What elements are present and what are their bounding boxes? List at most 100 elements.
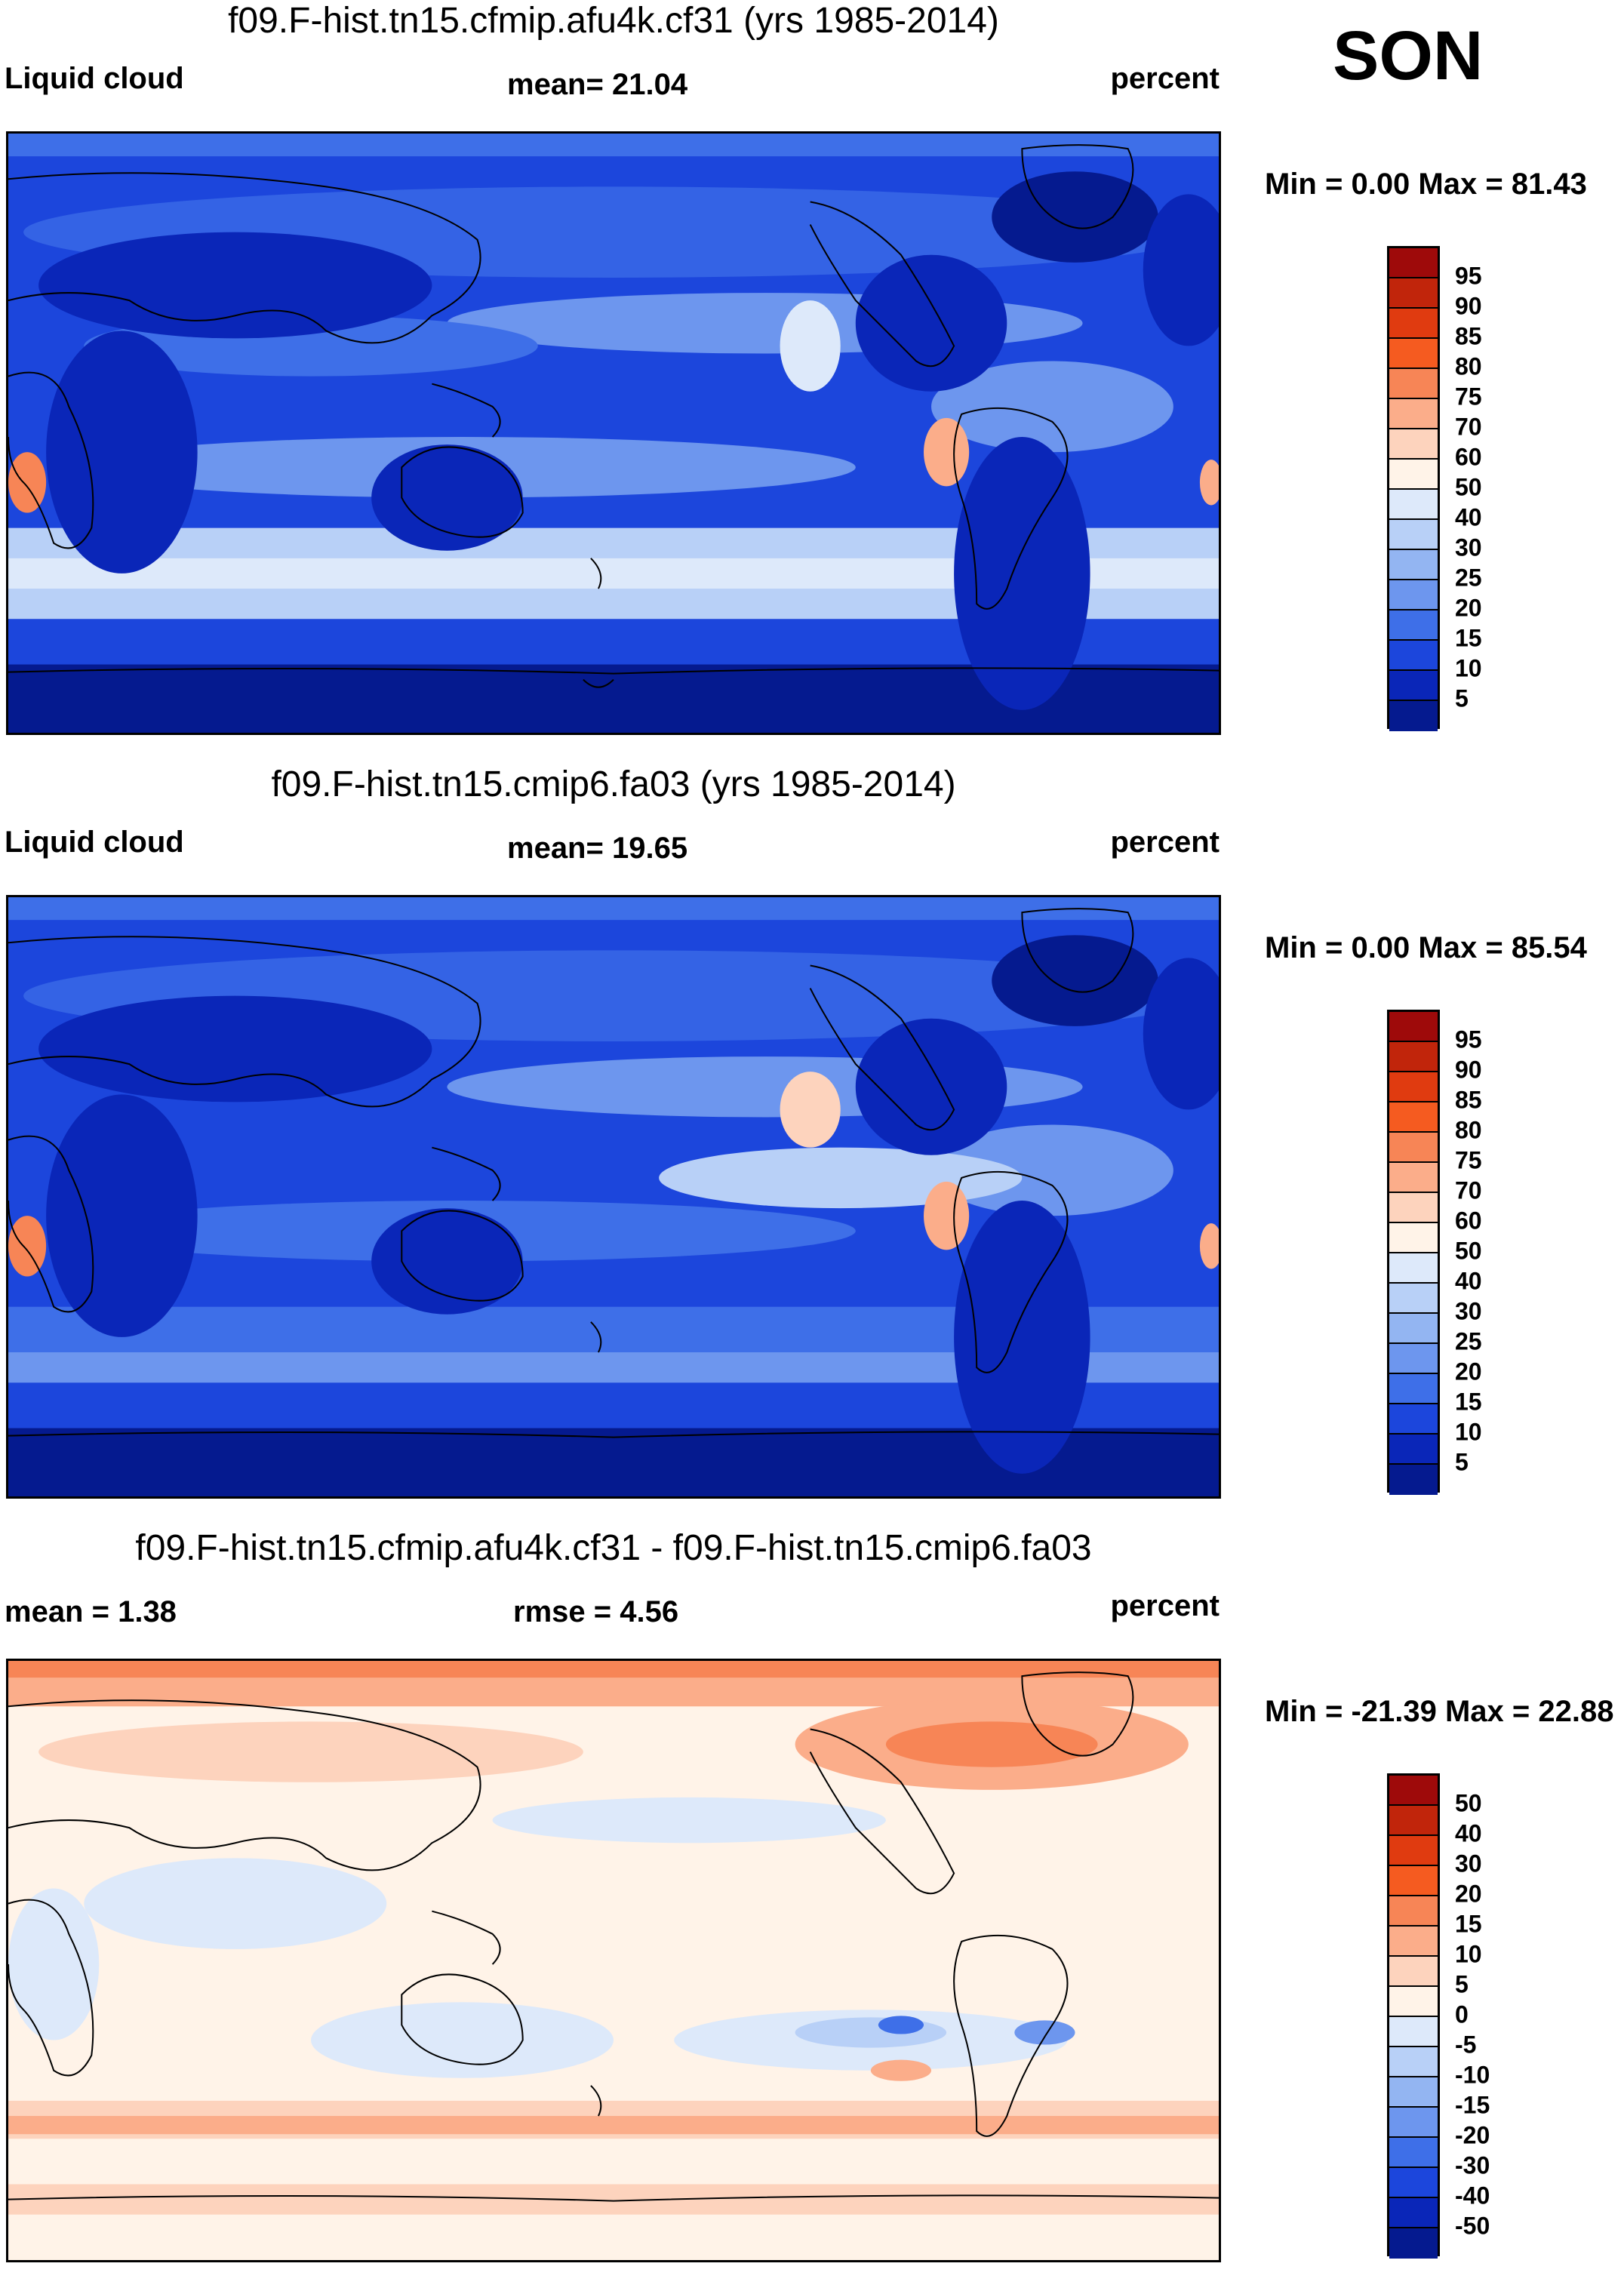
mean-label: mean = 1.38 [5, 1595, 177, 1628]
map-plot [6, 131, 1221, 735]
colorbar-segment [1389, 1102, 1438, 1133]
colorbar-tick-label: 10 [1455, 1940, 1482, 1968]
colorbar-segment [1389, 671, 1438, 701]
colorbar-segment [1389, 1344, 1438, 1374]
colorbar-segment [1389, 1133, 1438, 1163]
colorbar-segment [1389, 1404, 1438, 1435]
colorbar-segment [1389, 580, 1438, 610]
colorbar-segment [1389, 550, 1438, 580]
colorbar-segment [1389, 2047, 1438, 2077]
colorbar-tick-label: -20 [1455, 2121, 1490, 2149]
colorbar-tick-label: 90 [1455, 292, 1482, 320]
map-plot [6, 895, 1221, 1499]
colorbar-tick-label: 75 [1455, 383, 1482, 411]
colorbar-tick-label: 40 [1455, 1267, 1482, 1295]
colorbar-segment [1389, 1465, 1438, 1495]
colorbar-tick-label: 0 [1455, 2000, 1469, 2028]
colorbar [1387, 1010, 1440, 1495]
colorbar-segment [1389, 641, 1438, 671]
colorbar [1387, 246, 1440, 731]
units-label: percent [1110, 62, 1220, 95]
colorbar-segment [1389, 1042, 1438, 1072]
colorbar [1387, 1773, 1440, 2259]
colorbar-tick-label: 40 [1455, 1819, 1482, 1847]
colorbar-tick-label: 30 [1455, 1297, 1482, 1325]
season-label: SON [1333, 17, 1484, 94]
colorbar-labels: 50 40 30 20 15 10 5 0 -5 -10 -15 -20 -30 -40 -50 [1455, 1773, 1546, 2256]
colorbar-tick-label: -15 [1455, 2091, 1490, 2119]
colorbar-tick-label: 95 [1455, 262, 1482, 290]
mean-label: mean= 21.04 [507, 68, 688, 101]
colorbar-segment [1389, 1896, 1438, 1927]
colorbar-tick-label: -30 [1455, 2151, 1490, 2179]
colorbar-segment [1389, 1284, 1438, 1314]
panel-model-cf31: f09.F-hist.tn15.cfmip.afu4k.cf31 (yrs 19… [0, 0, 1624, 764]
colorbar-segment [1389, 248, 1438, 278]
colorbar-segment [1389, 1927, 1438, 1957]
variable-label: Liquid cloud [5, 826, 184, 859]
colorbar-tick-label: 5 [1455, 1448, 1469, 1476]
map-plot [6, 1659, 1221, 2262]
colorbar-tick-label: 80 [1455, 352, 1482, 380]
colorbar-segment [1389, 2108, 1438, 2138]
variable-label: Liquid cloud [5, 62, 184, 95]
colorbar-segment [1389, 1987, 1438, 2017]
colorbar-tick-label: 60 [1455, 443, 1482, 471]
panel-title: f09.F-hist.tn15.cfmip.afu4k.cf31 - f09.F… [135, 1528, 1092, 1568]
colorbar-segment [1389, 1072, 1438, 1102]
colorbar-tick-label: -50 [1455, 2212, 1490, 2240]
colorbar-tick-label: 85 [1455, 322, 1482, 350]
colorbar-segment [1389, 701, 1438, 731]
colorbar-tick-label: 90 [1455, 1056, 1482, 1084]
colorbar-segment [1389, 429, 1438, 460]
colorbar-tick-label: 95 [1455, 1026, 1482, 1053]
colorbar-tick-label: 40 [1455, 503, 1482, 531]
colorbar-tick-label: -5 [1455, 2031, 1477, 2059]
colorbar-segment [1389, 369, 1438, 399]
colorbar-segment [1389, 1776, 1438, 1806]
colorbar-tick-label: -10 [1455, 2061, 1490, 2089]
panel-title: f09.F-hist.tn15.cfmip.afu4k.cf31 (yrs 19… [228, 1, 999, 41]
colorbar-segment [1389, 2077, 1438, 2108]
colorbar-tick-label: 25 [1455, 564, 1482, 592]
colorbar-tick-label: 70 [1455, 413, 1482, 441]
map-svg [8, 134, 1219, 733]
colorbar-segment [1389, 490, 1438, 520]
colorbar-tick-label: 50 [1455, 1237, 1482, 1265]
units-label: percent [1110, 826, 1220, 859]
units-label: percent [1110, 1589, 1220, 1622]
min-max-label: Min = 0.00 Max = 85.54 [1265, 931, 1587, 964]
colorbar-tick-label: 15 [1455, 1388, 1482, 1416]
rmse-label: rmse = 4.56 [513, 1595, 679, 1628]
colorbar-tick-label: -40 [1455, 2182, 1490, 2210]
colorbar-segment [1389, 610, 1438, 641]
colorbar-tick-label: 15 [1455, 624, 1482, 652]
colorbar-segment [1389, 2138, 1438, 2168]
colorbar-tick-label: 80 [1455, 1116, 1482, 1144]
colorbar-segment [1389, 339, 1438, 369]
colorbar-segment [1389, 1866, 1438, 1896]
colorbar-segment [1389, 460, 1438, 490]
colorbar-tick-label: 75 [1455, 1146, 1482, 1174]
colorbar-segment [1389, 520, 1438, 550]
colorbar-tick-label: 10 [1455, 654, 1482, 682]
colorbar-tick-label: 10 [1455, 1418, 1482, 1446]
colorbar-segment [1389, 1836, 1438, 1866]
colorbar-segment [1389, 1012, 1438, 1042]
colorbar-segment [1389, 2198, 1438, 2228]
colorbar-tick-label: 20 [1455, 1358, 1482, 1385]
colorbar-tick-label: 20 [1455, 594, 1482, 622]
colorbar-tick-label: 30 [1455, 534, 1482, 561]
mean-label: mean= 19.65 [507, 832, 688, 865]
colorbar-segment [1389, 2228, 1438, 2259]
colorbar-segment [1389, 1957, 1438, 1987]
colorbar-tick-label: 5 [1455, 684, 1469, 712]
colorbar-tick-label: 30 [1455, 1850, 1482, 1877]
colorbar-tick-label: 25 [1455, 1327, 1482, 1355]
panel-title: f09.F-hist.tn15.cmip6.fa03 (yrs 1985-201… [271, 764, 956, 804]
colorbar-segment [1389, 1163, 1438, 1193]
colorbar-segment [1389, 1374, 1438, 1404]
colorbar-tick-label: 50 [1455, 1789, 1482, 1817]
colorbar-tick-label: 70 [1455, 1176, 1482, 1204]
map-svg [8, 897, 1219, 1496]
